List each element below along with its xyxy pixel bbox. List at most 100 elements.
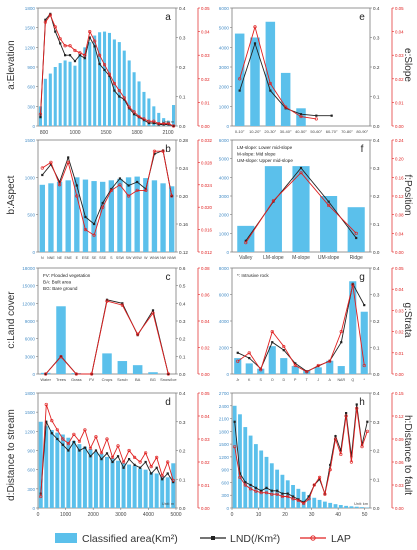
legend-bar-swatch xyxy=(55,533,77,543)
lap-point-d xyxy=(72,432,76,437)
bar-c xyxy=(102,353,112,374)
bar-h xyxy=(312,497,317,508)
bar-g xyxy=(326,360,334,374)
bar-c xyxy=(132,365,143,374)
left-tick-label-e: 2000 xyxy=(219,85,230,90)
lap-point-h xyxy=(280,494,285,499)
r2-tick-label-f: 0.20 xyxy=(395,157,404,162)
x-tick-label-d: 4000 xyxy=(143,512,154,518)
bar-a xyxy=(127,60,131,126)
lap-point-e xyxy=(314,117,318,121)
lnd-point-b xyxy=(49,163,53,166)
left-tick-label-f: 6000 xyxy=(219,138,230,143)
left-tick-label-c: 18000 xyxy=(22,266,35,271)
lnd-point-b xyxy=(75,184,78,187)
lnd-point-b xyxy=(84,215,87,219)
lap-point-c xyxy=(105,299,109,303)
category-label-g: Q xyxy=(351,378,354,382)
lap-point-g xyxy=(305,370,309,374)
panel-distance-to-fault: 03006009001200150018002100240027000.00.1… xyxy=(219,391,404,518)
lap-point-d xyxy=(171,478,175,483)
bar-c xyxy=(56,306,66,374)
r2-tick-label-b: 0.024 xyxy=(201,183,213,188)
lap-point-d xyxy=(144,451,148,455)
category-label-g: S xyxy=(260,378,263,382)
panel-letter-h: h xyxy=(359,397,365,408)
bar-a xyxy=(88,42,92,126)
lap-point-h xyxy=(333,437,338,441)
lnd-point-a xyxy=(68,54,72,57)
lap-point-h xyxy=(254,489,258,493)
bar-h xyxy=(269,463,274,508)
left-tick-label-c: 12000 xyxy=(22,301,35,306)
bar-e xyxy=(265,21,276,127)
left-tick-label-e: 6000 xyxy=(219,6,230,11)
panel-note-c: BG: Bare ground xyxy=(43,286,78,291)
bar-d xyxy=(99,453,104,508)
lap-point-c xyxy=(74,372,78,376)
bar-a xyxy=(53,67,57,126)
bar-g xyxy=(360,311,368,374)
bar-h xyxy=(317,499,322,508)
r2-tick-label-b: 0.032 xyxy=(201,138,213,143)
left-tick-label-h: 2100 xyxy=(219,417,230,422)
bar-g xyxy=(234,358,242,374)
bar-e xyxy=(234,33,245,126)
lnd-point-a xyxy=(83,57,86,60)
x-tick-label-h: 30 xyxy=(309,512,315,518)
lap-point-h xyxy=(238,475,242,479)
bar-a xyxy=(157,112,161,126)
lap-point-d xyxy=(110,455,115,460)
lnd-point-a xyxy=(133,113,136,116)
lap-point-e xyxy=(284,105,288,109)
category-label-f: LM-slope xyxy=(263,255,284,261)
category-label-e: 30-40° xyxy=(280,129,292,134)
lap-point-h xyxy=(328,468,332,472)
r2-tick-label-f: 0.12 xyxy=(395,194,404,199)
lnd-point-a xyxy=(59,42,62,45)
lnd-point-g xyxy=(363,304,366,307)
panel-note-c: FV: Flooded vegetation xyxy=(43,273,91,278)
left-tick-label-f: 5000 xyxy=(219,157,230,162)
category-label-f: Valley xyxy=(239,255,253,261)
lap-point-f xyxy=(244,241,248,245)
r1-tick-label-g: 0.0 xyxy=(373,372,380,377)
bar-h xyxy=(238,414,242,508)
lap-point-h xyxy=(270,492,274,496)
bar-h xyxy=(344,505,349,508)
lap-line-a xyxy=(40,14,174,127)
r2-tick-label-a: 0.04 xyxy=(201,30,210,35)
lnd-point-d xyxy=(61,443,64,446)
r1-tick-label-e: 0.3 xyxy=(373,36,380,41)
unit-note-d: Unit: m xyxy=(162,502,174,506)
category-label-g: J xyxy=(317,378,319,382)
lap-point-h xyxy=(286,494,290,499)
r2-tick-label-b: 0.020 xyxy=(201,205,213,210)
r1-tick-label-e: 0.1 xyxy=(373,95,380,100)
lnd-point-a xyxy=(157,123,160,126)
lnd-point-d xyxy=(144,460,147,464)
bar-f xyxy=(264,166,282,252)
category-label-g: Jr xyxy=(236,378,240,382)
bar-a xyxy=(147,98,151,126)
r2-tick-label-f: 0.24 xyxy=(395,138,404,143)
lap-point-d xyxy=(83,428,87,432)
bar-a xyxy=(83,47,87,127)
x-tick-label-d: 2000 xyxy=(88,512,99,518)
bar-b xyxy=(125,177,132,252)
lnd-point-d xyxy=(127,458,131,461)
bar-d xyxy=(171,463,176,508)
left-tick-label-d: 600 xyxy=(27,468,35,473)
lap-line-b xyxy=(42,150,173,236)
lnd-point-b xyxy=(127,184,130,187)
lnd-point-c xyxy=(151,309,155,312)
bar-b xyxy=(117,178,123,252)
category-label-c: FV xyxy=(89,377,94,382)
left-tick-label-d: 300 xyxy=(27,487,35,492)
panel-note-g: *: Intrusive rock xyxy=(237,273,269,278)
r1-tick-label-g: 0.3 xyxy=(373,293,380,298)
lap-point-f xyxy=(354,231,358,235)
bar-b xyxy=(100,181,106,252)
left-tick-label-c: 15000 xyxy=(22,284,35,289)
lnd-point-h xyxy=(276,489,279,492)
